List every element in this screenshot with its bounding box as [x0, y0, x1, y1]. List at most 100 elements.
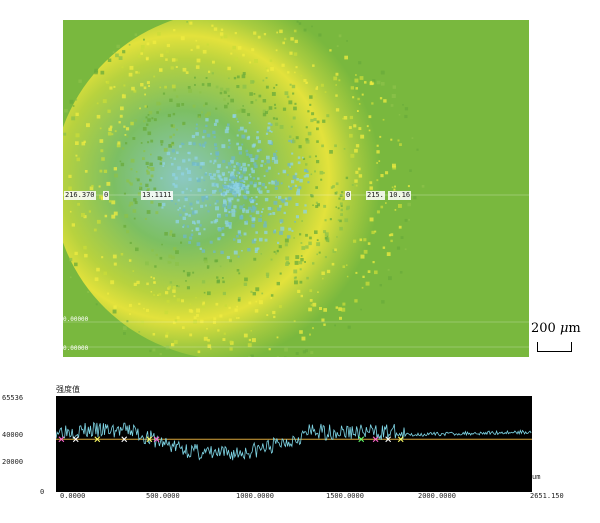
speckle [239, 183, 243, 187]
speckle [233, 194, 237, 198]
y-tick-65536: 65536 [2, 394, 24, 402]
speckle [399, 271, 403, 274]
speckle [188, 241, 191, 244]
speckle [221, 178, 224, 181]
speckle [228, 200, 232, 204]
speckle [237, 239, 241, 243]
speckle [305, 174, 309, 178]
speckle [246, 190, 250, 194]
speckle [355, 87, 358, 90]
speckle [222, 204, 226, 208]
speckle [249, 214, 252, 218]
line-label-left: 216.370 [64, 191, 96, 200]
speckle [323, 204, 327, 208]
speckle [342, 117, 344, 120]
speckle [241, 74, 246, 79]
speckle [407, 202, 411, 207]
speckle [312, 302, 317, 307]
speckle [272, 212, 276, 215]
speckle [298, 186, 302, 190]
speckle [147, 114, 150, 116]
speckle [256, 136, 260, 140]
speckle [240, 168, 242, 171]
speckle [196, 177, 199, 180]
speckle [323, 230, 327, 234]
speckle [207, 291, 211, 296]
speckle [138, 331, 141, 333]
speckle [309, 299, 313, 302]
speckle [173, 295, 176, 298]
speckle [340, 205, 343, 207]
line-label-right: 215. [366, 191, 385, 200]
speckle [299, 233, 302, 236]
speckle [213, 135, 216, 139]
speckle [279, 272, 282, 275]
speckle [272, 310, 276, 315]
speckle [176, 103, 180, 107]
speckle [313, 117, 317, 121]
line-label-right-zero: 0 [345, 191, 352, 200]
speckle [152, 348, 156, 352]
speckle [317, 291, 319, 293]
speckle [77, 202, 80, 206]
speckle [159, 256, 163, 260]
speckle [212, 190, 216, 194]
speckle [290, 125, 293, 128]
speckle [311, 25, 313, 28]
speckle [288, 139, 291, 143]
speckle [358, 127, 362, 130]
speckle [277, 207, 281, 212]
speckle [240, 166, 243, 169]
speckle [116, 143, 121, 148]
speckle [194, 156, 198, 160]
speckle [74, 251, 78, 256]
speckle [303, 209, 307, 214]
speckle [196, 178, 201, 183]
speckle [278, 196, 282, 200]
speckle [360, 254, 365, 259]
x-unit-label: um [532, 473, 541, 481]
speckle [171, 163, 174, 166]
speckle [213, 122, 217, 126]
speckle [237, 189, 241, 193]
speckle [190, 207, 193, 210]
speckle [100, 196, 105, 201]
speckle [225, 204, 227, 206]
speckle [219, 314, 223, 318]
speckle [299, 330, 303, 334]
speckle [128, 259, 132, 262]
speckle [264, 238, 268, 242]
speckle [218, 237, 221, 240]
speckle [398, 225, 402, 229]
speckle [378, 160, 381, 162]
speckle [312, 327, 314, 330]
speckle [204, 173, 207, 176]
speckle [339, 219, 342, 223]
speckle [186, 271, 191, 276]
speckle [228, 178, 231, 181]
speckle [241, 250, 243, 252]
speckle [315, 186, 318, 189]
speckle [299, 178, 303, 183]
speckle [291, 152, 294, 155]
speckle [294, 102, 297, 105]
speckle [211, 182, 216, 187]
speckle [135, 247, 139, 252]
speckle [379, 284, 382, 287]
speckle [132, 270, 135, 272]
speckle [174, 184, 178, 188]
speckle [218, 215, 221, 218]
speckle [195, 65, 200, 69]
speckle [332, 185, 335, 188]
speckle [367, 270, 371, 273]
speckle [246, 136, 250, 140]
speckle [237, 255, 240, 258]
speckle [213, 177, 216, 180]
speckle [242, 53, 245, 57]
speckle [259, 237, 263, 242]
speckle [270, 130, 273, 133]
speckle [95, 303, 98, 306]
speckle [276, 356, 279, 357]
speckle [203, 228, 206, 231]
speckle [124, 214, 129, 218]
